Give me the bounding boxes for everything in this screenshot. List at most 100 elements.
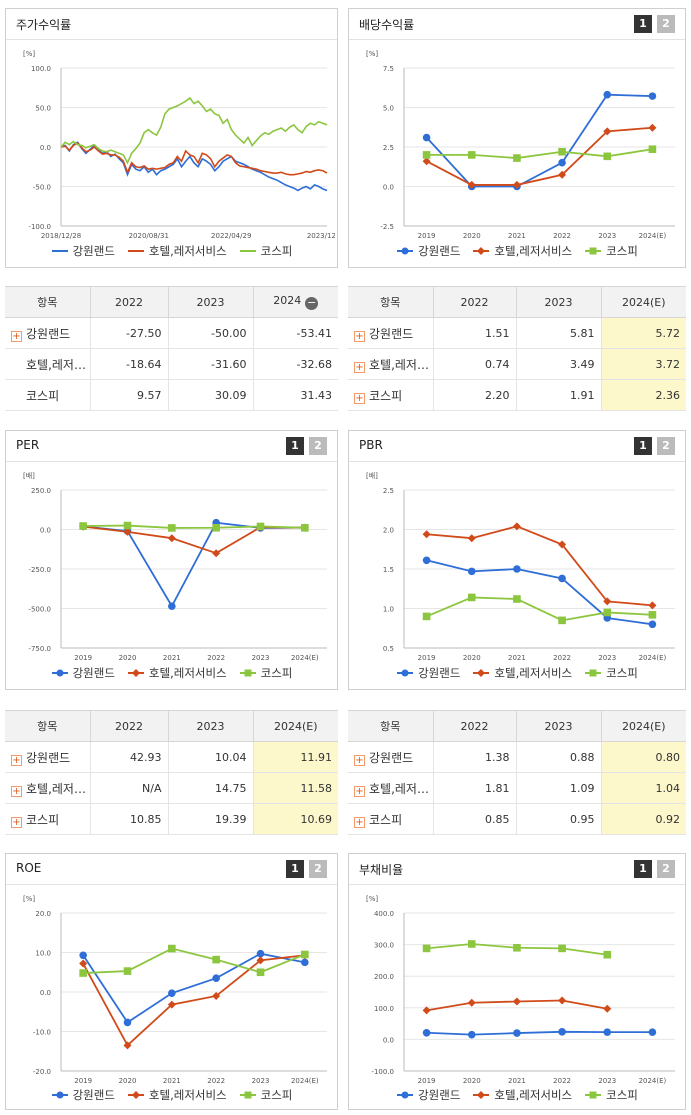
x-tick-label: 2022 (553, 1077, 571, 1085)
legend-item[interactable]: 코스피 (584, 1087, 638, 1103)
expand-plus-icon[interactable]: + (354, 361, 365, 373)
legend-item[interactable]: 강원랜드 (51, 1087, 115, 1103)
value-cell: 5.72 (601, 317, 686, 349)
legend-item[interactable]: 호텔,레저서비스 (127, 243, 227, 259)
value-cell: N/A (90, 772, 169, 804)
legend-item[interactable]: 호텔,레저서비스 (472, 1087, 572, 1103)
expand-plus-icon[interactable]: + (354, 816, 365, 828)
legend-item[interactable]: 호텔,레저서비스 (127, 1087, 227, 1103)
row-name-cell[interactable]: + 강원랜드 (348, 741, 434, 773)
legend-item[interactable]: 코스피 (584, 665, 638, 681)
data-point (648, 145, 657, 154)
value-cell: 3.49 (516, 348, 602, 380)
row-name-cell[interactable]: + 코스피 (5, 803, 91, 835)
data-point (422, 133, 431, 142)
row-name-cell[interactable]: + 호텔,레저… (348, 772, 434, 804)
row-name-cell[interactable]: + 코스피 (348, 379, 434, 411)
x-tick-label: 2022 (207, 654, 225, 662)
legend-item[interactable]: 강원랜드 (396, 1087, 460, 1103)
data-point (212, 991, 221, 1000)
table-row: + 호텔,레저… 1.81 1.09 1.04 (348, 772, 686, 804)
row-name-cell[interactable]: + 호텔,레저… (348, 348, 434, 380)
x-tick-label: 2021 (163, 1077, 181, 1085)
view-1-button[interactable]: 1 (634, 437, 652, 455)
legend-label: 코스피 (606, 666, 638, 680)
expand-plus-icon[interactable]: + (11, 330, 22, 342)
legend-swatch (127, 1091, 144, 1099)
x-tick-label: 2023 (598, 232, 616, 240)
roe-chart: [%] 20.0 10.0 0.0 -10.0 -20.0 2019 2020 2021 2022… (6, 885, 335, 1085)
x-tick-label: 2020/08/31 (129, 232, 169, 240)
table-row: + 강원랜드 1.38 0.88 0.80 (348, 741, 686, 773)
chart-legend: 강원랜드 호텔,레저서비스 코스피 (349, 665, 685, 681)
expand-plus-icon[interactable]: + (354, 392, 365, 404)
view-2-button[interactable]: 2 (309, 860, 327, 878)
view-1-button[interactable]: 1 (634, 15, 652, 33)
legend-item[interactable]: 강원랜드 (396, 665, 460, 681)
expand-plus-icon[interactable]: + (354, 754, 365, 766)
debt-ratio-chart: [%] 400.0 300.0 200.0 100.0 0.0 -100.0 2019 2020… (349, 885, 683, 1085)
y-tick-label: 5.0 (383, 105, 394, 113)
view-1-button[interactable]: 1 (286, 437, 304, 455)
chart-svg: [%]20.0 10.0 0.0 -10.0 -20.0 2019 2020 2021 2022… (23, 895, 327, 1085)
legend-swatch (585, 1091, 602, 1099)
column-header: 2022 (90, 286, 169, 318)
view-1-button[interactable]: 1 (286, 860, 304, 878)
value-cell: 0.80 (601, 741, 686, 773)
row-name-label: 강원랜드 (369, 326, 414, 341)
row-name-cell[interactable]: + 강원랜드 (5, 741, 91, 773)
legend-item[interactable]: 호텔,레저서비스 (472, 243, 572, 259)
legend-item[interactable]: 강원랜드 (51, 665, 115, 681)
dividend-yield-panel: 배당수익률 1 2 [%] 7.5 5.0 2.5 0.0 -2.5 2019 2020 202… (348, 8, 686, 268)
column-header: 항목 (5, 710, 91, 742)
legend-label: 강원랜드 (72, 1088, 115, 1102)
row-name-cell[interactable]: + 강원랜드 (5, 317, 91, 349)
expand-plus-icon[interactable]: + (354, 330, 365, 342)
column-header: 2023 (168, 286, 254, 318)
legend-swatch (397, 669, 414, 677)
data-point (168, 944, 176, 953)
expand-plus-icon[interactable]: + (11, 754, 22, 766)
pbr-chart: [배] 2.5 2.0 1.5 1.0 0.5 2019 2020 2021 2022 2023 20… (349, 462, 683, 662)
legend-item[interactable]: 호텔,레저서비스 (127, 665, 227, 681)
expand-plus-icon[interactable]: + (11, 785, 22, 797)
data-point (513, 1029, 521, 1037)
y-tick-label: 200.0 (374, 973, 394, 981)
row-name-cell[interactable]: 코스피 (5, 379, 91, 411)
y-tick-label: 0.0 (40, 527, 51, 535)
legend-item[interactable]: 호텔,레저서비스 (472, 665, 572, 681)
x-tick-label: 2021 (508, 654, 526, 662)
column-header: 항목 (348, 286, 434, 318)
legend-label: 호텔,레저서비스 (494, 666, 573, 680)
view-2-button[interactable]: 2 (657, 15, 675, 33)
value-cell: 30.09 (168, 379, 254, 411)
legend-item[interactable]: 강원랜드 (51, 243, 115, 259)
legend-item[interactable]: 강원랜드 (396, 243, 460, 259)
data-point (467, 180, 476, 189)
data-point (603, 608, 612, 617)
view-2-button[interactable]: 2 (657, 860, 675, 878)
row-name-cell[interactable]: + 호텔,레저… (5, 772, 91, 804)
series-line-2 (83, 947, 306, 974)
view-2-button[interactable]: 2 (657, 437, 675, 455)
data-point (301, 524, 309, 532)
legend-item[interactable]: 코스피 (584, 243, 638, 259)
x-tick-label: 2023/12/28 (307, 232, 335, 240)
legend-item[interactable]: 코스피 (239, 243, 292, 259)
expand-plus-icon[interactable]: + (11, 816, 22, 828)
view-2-button[interactable]: 2 (309, 437, 327, 455)
legend-item[interactable]: 코스피 (239, 1087, 292, 1103)
expand-plus-icon[interactable]: + (354, 785, 365, 797)
value-cell: 0.88 (516, 741, 602, 773)
row-name-cell[interactable]: 호텔,레저… (5, 348, 91, 380)
collapse-icon[interactable]: − (305, 296, 319, 310)
x-tick-label: 2023 (598, 654, 616, 662)
top-strip (225, 0, 665, 3)
view-1-button[interactable]: 1 (634, 860, 652, 878)
value-cell: 0.74 (433, 348, 517, 380)
pbr-panel: PBR 1 2 [배] 2.5 2.0 1.5 1.0 0.5 2019 2020 2021 20… (348, 430, 686, 690)
row-name-cell[interactable]: + 코스피 (348, 803, 434, 835)
legend-item[interactable]: 코스피 (239, 665, 292, 681)
data-point (467, 534, 476, 543)
row-name-cell[interactable]: + 강원랜드 (348, 317, 434, 349)
